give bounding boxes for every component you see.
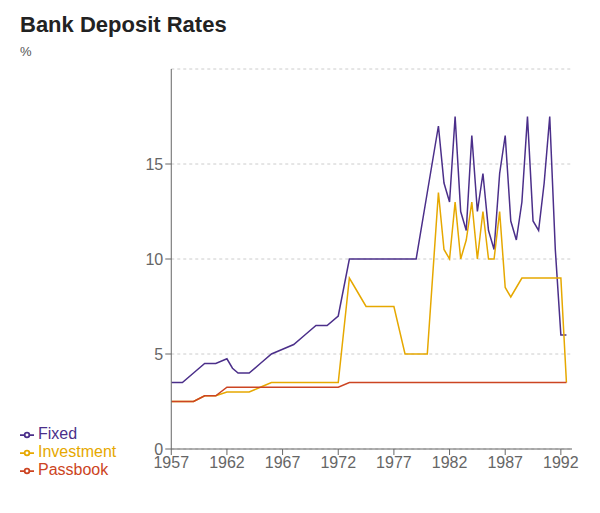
svg-text:10: 10 (145, 251, 163, 268)
svg-text:1962: 1962 (209, 454, 245, 471)
svg-text:0: 0 (154, 441, 163, 458)
html-text:Bank Deposit Rates: Bank Deposit Rates (20, 12, 227, 37)
svg-text:1987: 1987 (487, 454, 523, 471)
svg-text:1982: 1982 (432, 454, 468, 471)
html-text:Investment: Investment (38, 443, 117, 460)
svg-text:1967: 1967 (265, 454, 301, 471)
svg-text:5: 5 (154, 346, 163, 363)
svg-text:1957: 1957 (153, 454, 190, 472)
svg-text:1977: 1977 (376, 454, 412, 471)
html-text:Fixed: Fixed (38, 425, 78, 442)
html-text:Passbook: Passbook (38, 461, 109, 478)
svg-text:15: 15 (145, 156, 163, 173)
svg-text:1972: 1972 (320, 454, 356, 471)
svg-text:1992: 1992 (543, 454, 579, 471)
